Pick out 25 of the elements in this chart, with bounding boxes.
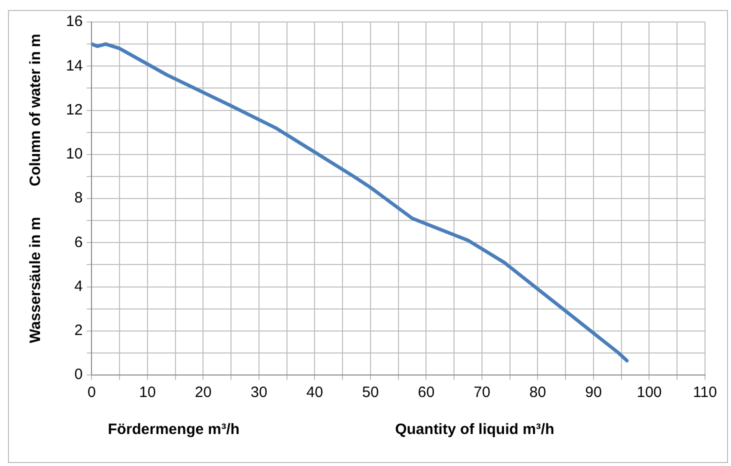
x-tick-label: 70 [474, 384, 490, 402]
y-tick-label: 6 [74, 234, 83, 251]
y-tick-label: 0 [74, 366, 83, 384]
x-tick-label: 40 [306, 384, 324, 402]
y-tick-label: 16 [66, 13, 83, 30]
y-tick-label: 8 [74, 190, 83, 207]
x-tick-label: 0 [88, 384, 96, 402]
y-tick-label: 4 [74, 278, 83, 295]
x-tick-label: 50 [362, 384, 379, 402]
x-tick-label: 100 [636, 384, 662, 402]
x-tick-label: 10 [139, 384, 156, 402]
y-tick-label: 14 [66, 57, 83, 74]
x-tick-label: 110 [693, 384, 717, 402]
x-tick-label: 30 [250, 384, 268, 402]
x-tick-label: 60 [418, 384, 435, 402]
x-tick-label: 90 [585, 384, 602, 402]
y-tick-label: 10 [66, 146, 83, 163]
x-tick-label: 20 [194, 384, 212, 402]
x-axis-title: Fördermenge m³/h [108, 421, 240, 438]
y-axis-title: Wassersäule in m [26, 216, 44, 344]
text: Quantity of liquid m³/h [395, 421, 554, 438]
y-tick-label: 12 [66, 101, 83, 118]
text: Column of water in m [26, 34, 44, 186]
y-tick-label: 2 [74, 322, 83, 340]
x-tick-label: 80 [529, 384, 546, 402]
